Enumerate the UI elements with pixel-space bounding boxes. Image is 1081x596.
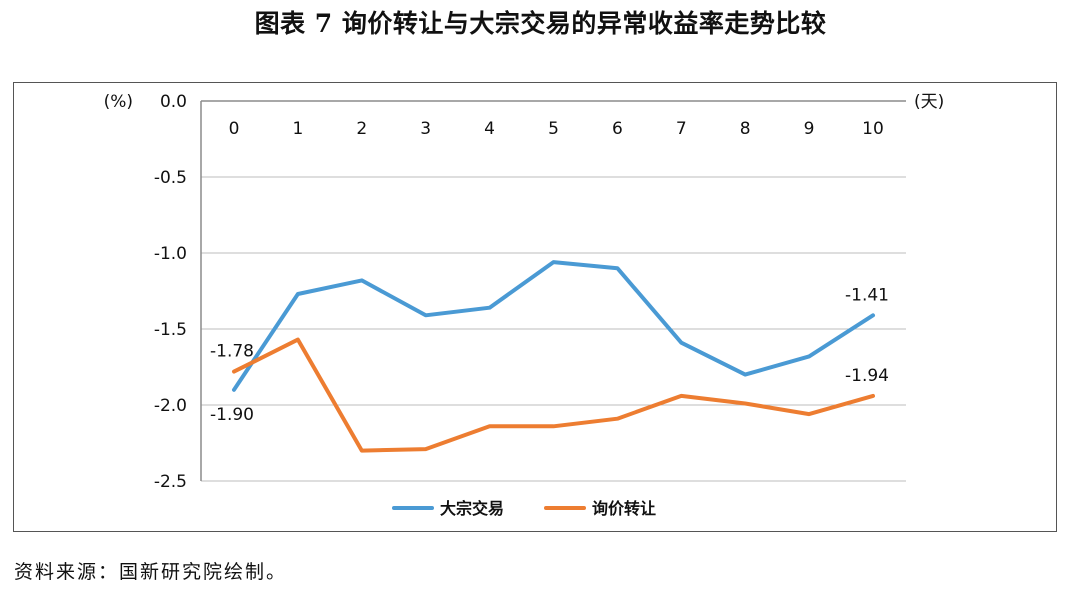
y-tick-label: -2.5 — [154, 472, 187, 492]
y-tick-label: 0.0 — [160, 92, 187, 112]
series-line-block-trade — [232, 260, 875, 392]
data-label: -1.41 — [845, 285, 889, 305]
x-tick-label: 2 — [356, 119, 367, 139]
line-chart: 0.0 -0.5 -1.0 -1.5 -2.0 -2.5 (%) (天) 0 1 2 3 4 5 6 7 8 9 1… — [104, 92, 945, 518]
axes: 0.0 -0.5 -1.0 -1.5 -2.0 -2.5 (%) (天) 0 1 2 3 4 5 6 7 8 9 1… — [104, 92, 945, 492]
x-tick-label: 0 — [229, 119, 240, 139]
y-tick-label: -2.0 — [154, 396, 187, 416]
series-line-inquiry-transfer — [232, 337, 875, 453]
legend-label: 大宗交易 — [440, 499, 504, 518]
y-unit-label: (%) — [104, 92, 133, 112]
y-tick-label: -1.0 — [154, 244, 187, 264]
x-tick-label: 4 — [484, 119, 495, 139]
y-tick-label: -0.5 — [154, 168, 187, 188]
data-labels: -1.78 -1.90 -1.41 -1.94 — [210, 285, 889, 424]
x-tick-label: 3 — [420, 119, 431, 139]
data-label: -1.78 — [210, 342, 254, 362]
x-tick-label: 7 — [676, 119, 687, 139]
y-tick-label: -1.5 — [154, 320, 187, 340]
source-note: 资料来源：国新研究院绘制。 — [14, 561, 288, 583]
gridlines — [201, 100, 906, 482]
x-tick-label: 9 — [804, 119, 815, 139]
legend-label: 询价转让 — [592, 499, 656, 518]
x-tick-label: 6 — [612, 119, 623, 139]
x-tick-label: 10 — [862, 119, 884, 139]
legend: 大宗交易 询价转让 — [392, 499, 656, 518]
chart-title: 图表 7 询价转让与大宗交易的异常收益率走势比较 — [254, 9, 827, 38]
data-label: -1.90 — [210, 405, 254, 425]
series-lines — [232, 260, 875, 453]
x-tick-label: 8 — [740, 119, 751, 139]
x-tick-label: 5 — [548, 119, 559, 139]
x-tick-label: 1 — [292, 119, 303, 139]
chart-frame: 0.0 -0.5 -1.0 -1.5 -2.0 -2.5 (%) (天) 0 1 2 3 4 5 6 7 8 9 1… — [13, 82, 1057, 532]
data-label: -1.94 — [845, 366, 889, 386]
x-unit-label: (天) — [914, 92, 944, 112]
